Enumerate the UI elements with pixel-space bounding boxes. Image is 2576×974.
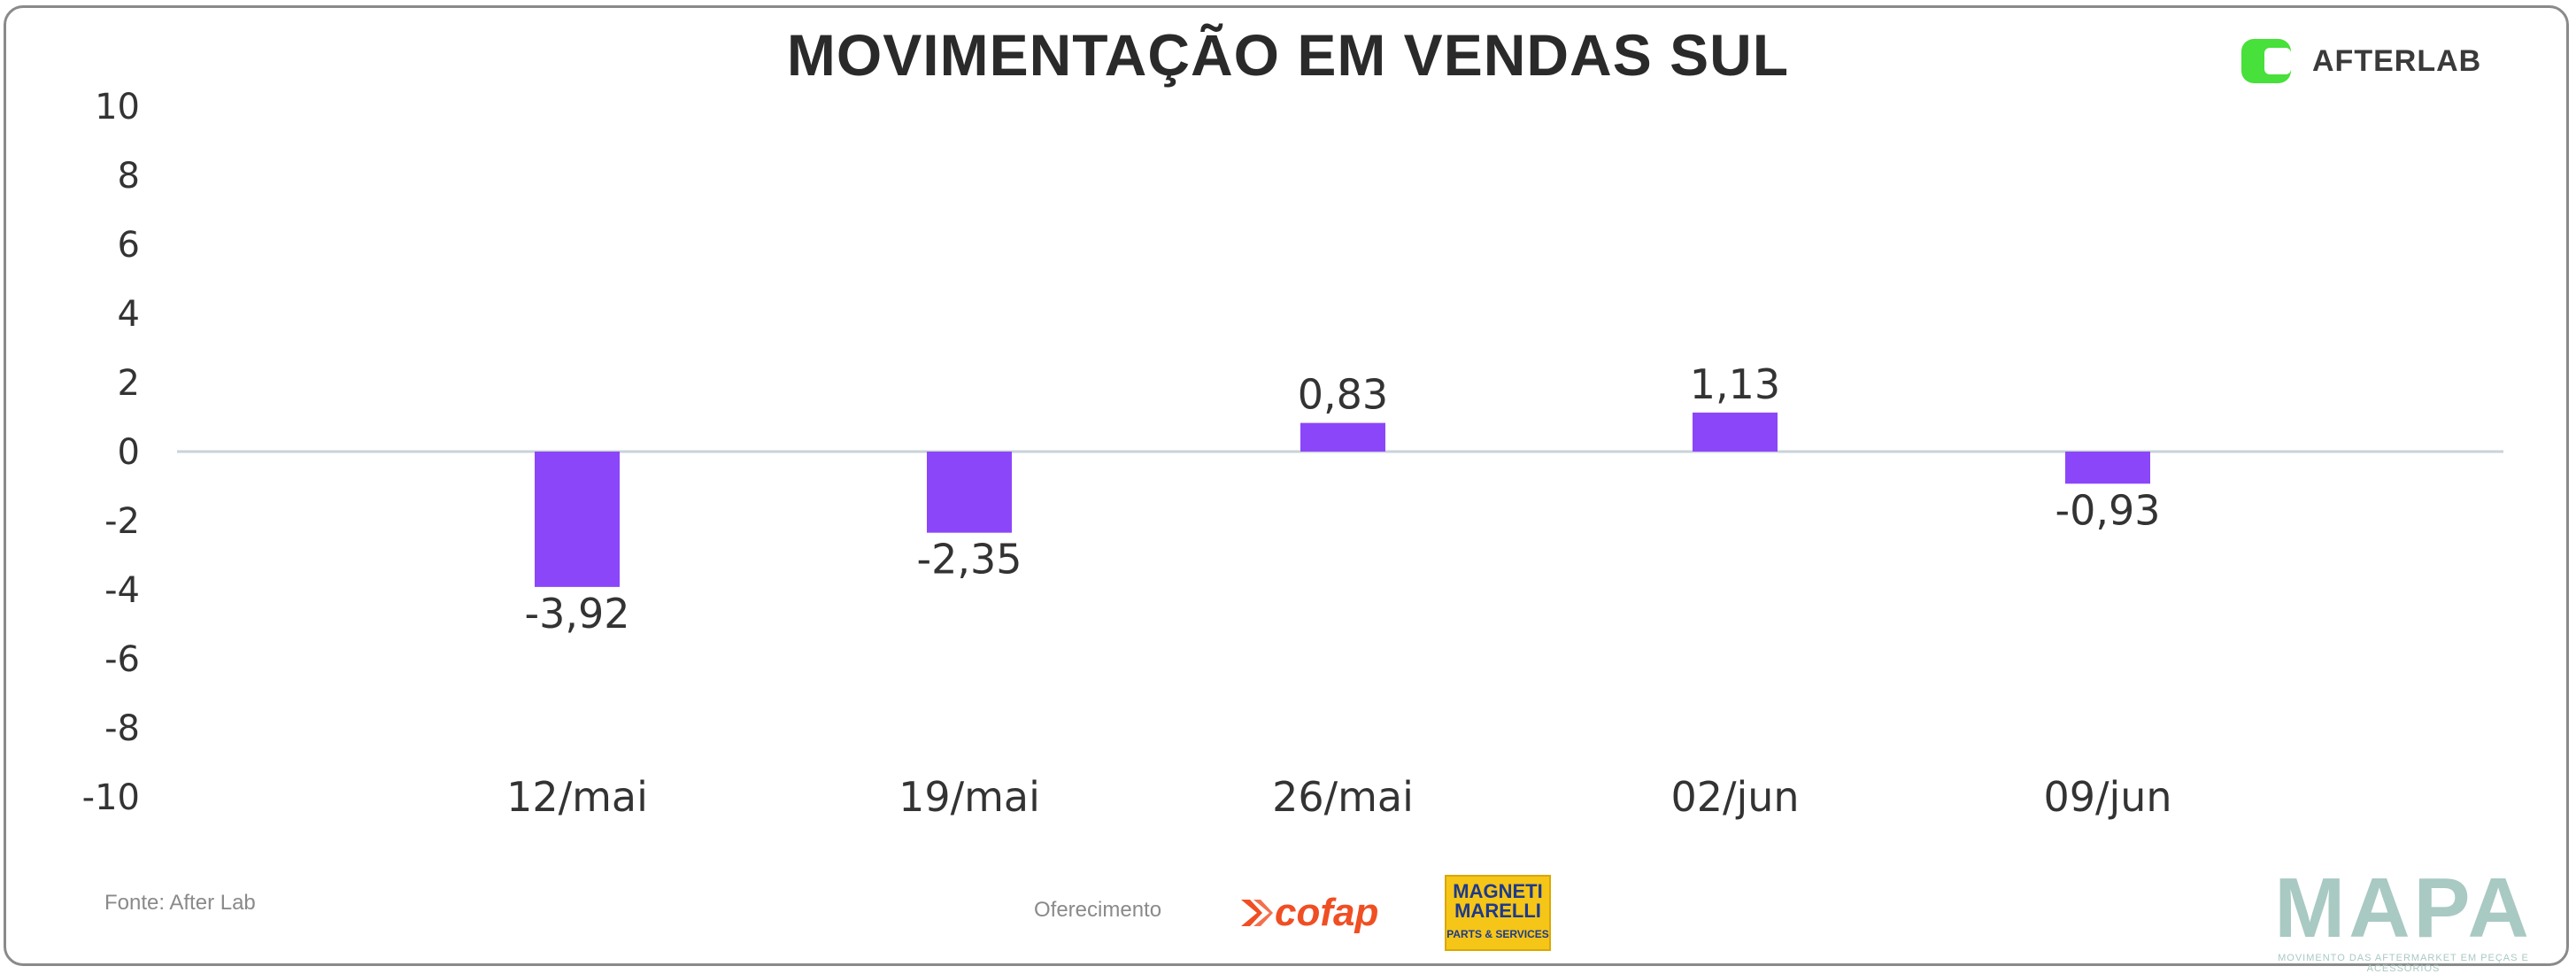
y-tick-label: 8 [118,156,140,197]
data-label: -0,93 [2055,486,2160,534]
y-tick-label: 10 [95,87,140,128]
mapa-name: MAPA [2274,861,2533,955]
bars-group: -3,92 -2,35 0,83 1,13 -0,93 [524,360,2160,638]
y-tick-label: -2 [104,501,140,542]
mapa-tagline: MOVIMENTO DAS AFTERMARKET EM PEÇAS E ACE… [2278,953,2529,974]
data-label: 1,13 [1690,360,1780,408]
brand-name: AFTERLAB [2312,44,2482,78]
x-tick-label: 12/mai [506,773,648,821]
y-tick-label: 6 [118,225,140,266]
bar [1300,422,1385,452]
x-tick-label: 02/jun [1670,773,1799,821]
marelli-name: MAGNETI MARELLI [1453,880,1543,922]
x-tick-label: 26/mai [1272,773,1414,821]
bar [1693,412,1778,452]
x-tick-label: 19/mai [899,773,1040,821]
y-tick-label: -10 [82,777,140,818]
source-note: Fonte: After Lab [104,891,256,915]
y-tick-label: 4 [118,294,140,335]
data-label: -3,92 [524,590,629,638]
bar [2065,452,2150,484]
afterlab-logo: AFTERLAB [2240,35,2514,87]
chart-frame [4,5,2569,966]
y-axis: -10 -8 -6 -4 -2 0 2 4 6 8 10 [82,87,140,818]
y-tick-label: -8 [104,708,140,749]
y-tick-label: -6 [104,639,140,680]
bar [535,452,620,587]
cofap-mark-icon [1241,900,1273,926]
x-tick-label: 09/jun [2043,773,2171,821]
y-tick-label: 0 [118,432,140,473]
marelli-subtitle: PARTS & SERVICES [1446,928,1549,940]
bar [927,452,1012,533]
magneti-marelli-logo: MAGNETI MARELLI PARTS & SERVICES [1445,875,1551,951]
data-label: -2,35 [916,536,1022,584]
data-label: 0,83 [1298,371,1388,419]
afterlab-mark-icon [2241,39,2291,83]
x-axis: 12/mai 19/mai 26/mai 02/jun 09/jun [506,773,2171,821]
y-tick-label: -4 [104,570,140,611]
cofap-logo: cofap [1238,891,1415,935]
cofap-name: cofap [1275,891,1379,934]
sponsor-label: Oferecimento [1034,898,1162,922]
mapa-logo: MAPA MOVIMENTO DAS AFTERMARKET EM PEÇAS … [2266,861,2541,974]
chart-title: MOVIMENTAÇÃO EM VENDAS SUL [786,22,1790,88]
y-tick-label: 2 [118,363,140,404]
